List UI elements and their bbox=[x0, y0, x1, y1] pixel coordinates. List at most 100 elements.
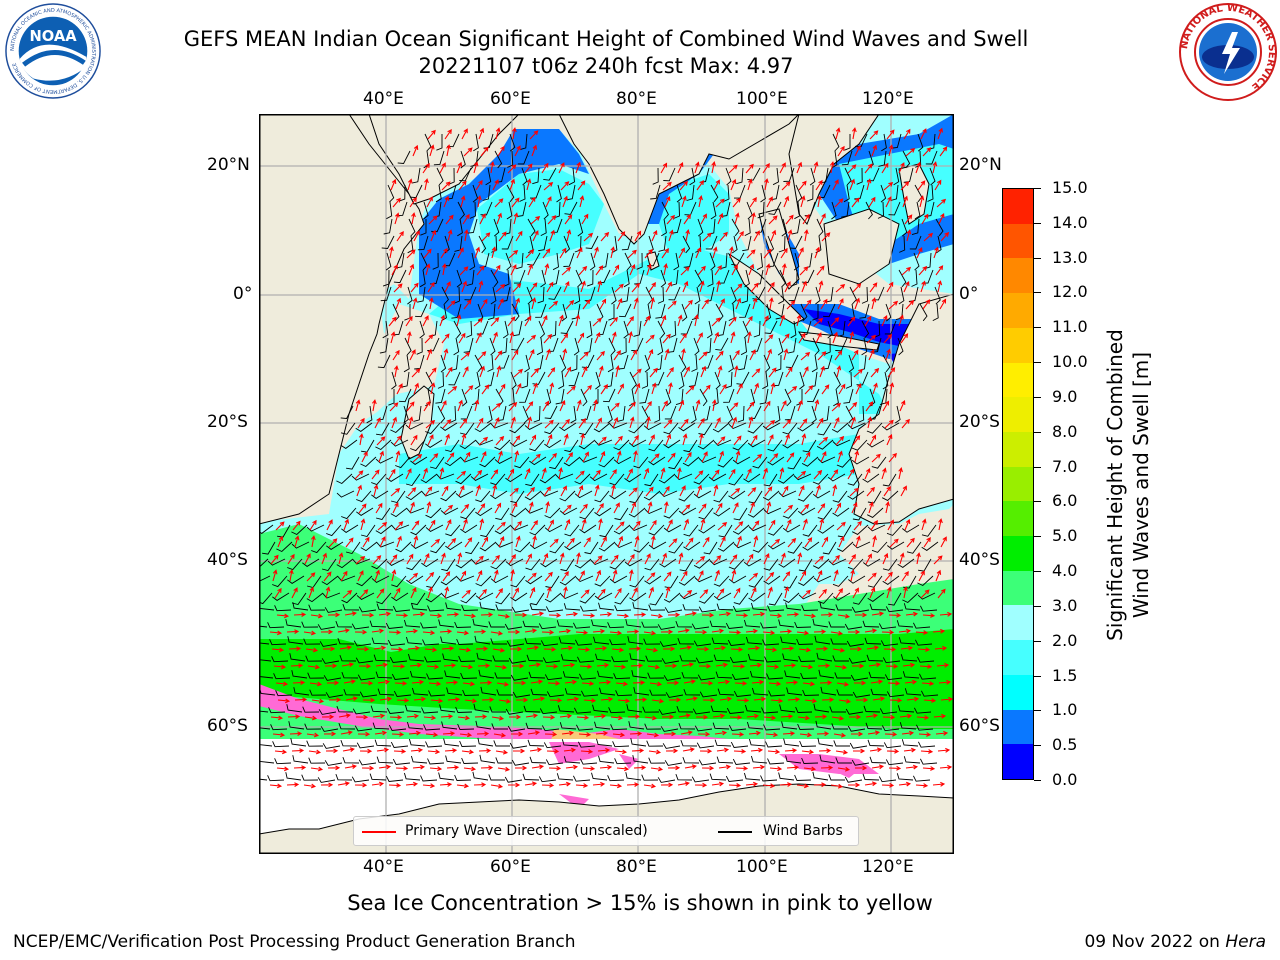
wave-direction-arrow bbox=[728, 316, 737, 327]
wind-barb bbox=[932, 303, 939, 322]
wind-barb bbox=[428, 690, 446, 697]
wind-barb bbox=[560, 320, 574, 334]
wave-direction-arrow bbox=[599, 298, 607, 310]
wind-barb bbox=[322, 592, 341, 599]
colorbar-segment bbox=[1003, 536, 1033, 571]
wave-direction-arrow bbox=[440, 400, 447, 412]
wind-barb bbox=[732, 605, 751, 612]
colorbar-label: 14.0 bbox=[1052, 212, 1088, 232]
wave-direction-arrow bbox=[663, 731, 677, 737]
wave-direction-arrow bbox=[548, 765, 562, 771]
wave-direction-arrow bbox=[750, 434, 758, 446]
wave-direction-arrow bbox=[558, 314, 564, 327]
wind-barb bbox=[642, 706, 660, 713]
wave-direction-arrow bbox=[481, 536, 489, 548]
wind-barb bbox=[381, 235, 395, 249]
wind-barb bbox=[360, 541, 378, 552]
wave-direction-arrow bbox=[546, 281, 554, 293]
wind-barb bbox=[890, 184, 899, 201]
wave-direction-arrow bbox=[678, 399, 685, 412]
wave-direction-arrow bbox=[338, 552, 344, 565]
wave-direction-arrow bbox=[458, 647, 472, 653]
wave-direction-arrow bbox=[866, 334, 877, 344]
wave-direction-arrow bbox=[458, 484, 465, 497]
wave-direction-arrow bbox=[865, 553, 872, 565]
wind-barb bbox=[527, 252, 541, 266]
wave-direction-arrow bbox=[729, 554, 738, 565]
wind-barb bbox=[714, 371, 721, 390]
wind-barb bbox=[489, 706, 506, 713]
wind-barb bbox=[495, 507, 510, 521]
wave-direction-arrow bbox=[643, 630, 657, 636]
wave-direction-arrow bbox=[645, 647, 659, 653]
wave-direction-arrow bbox=[612, 569, 618, 582]
wave-direction-arrow bbox=[784, 586, 790, 599]
wind-barb bbox=[828, 558, 847, 566]
footer-credit: NCEP/EMC/Verification Post Processing Pr… bbox=[13, 932, 576, 952]
wind-barb bbox=[877, 201, 884, 219]
wave-direction-arrow bbox=[813, 318, 824, 327]
wind-barb bbox=[611, 235, 618, 254]
wave-direction-arrow bbox=[785, 366, 793, 378]
wind-barb bbox=[598, 456, 615, 468]
wind-barb bbox=[679, 592, 698, 600]
wind-barb bbox=[391, 371, 397, 390]
wave-direction-arrow bbox=[678, 247, 685, 259]
wave-direction-arrow bbox=[277, 535, 284, 548]
wind-barb bbox=[764, 656, 782, 663]
wave-direction-arrow bbox=[362, 697, 376, 703]
wave-direction-arrow bbox=[456, 783, 470, 789]
wave-direction-arrow bbox=[490, 317, 500, 327]
wind-barb bbox=[728, 490, 746, 500]
wave-direction-arrow bbox=[864, 467, 871, 480]
wind-barb bbox=[507, 150, 514, 168]
wave-direction-arrow bbox=[579, 503, 588, 514]
wind-barb bbox=[766, 673, 784, 680]
wave-direction-arrow bbox=[408, 572, 419, 582]
wind-barb bbox=[682, 756, 700, 764]
wind-barb bbox=[411, 592, 426, 606]
wave-direction-arrow bbox=[935, 730, 949, 736]
wave-direction-arrow bbox=[580, 749, 594, 754]
wave-direction-arrow bbox=[819, 213, 826, 225]
wind-barb bbox=[650, 184, 661, 200]
wave-direction-arrow bbox=[446, 612, 460, 617]
wind-barb bbox=[629, 371, 637, 390]
wave-direction-arrow bbox=[869, 434, 877, 446]
wave-direction-arrow bbox=[830, 630, 844, 636]
wind-barb bbox=[851, 456, 870, 465]
wave-direction-arrow bbox=[456, 470, 467, 480]
wind-barb bbox=[935, 218, 944, 237]
wind-barb bbox=[614, 507, 629, 521]
wave-direction-arrow bbox=[286, 782, 300, 787]
wind-barb bbox=[782, 524, 801, 533]
wind-barb bbox=[633, 687, 650, 696]
wave-direction-arrow bbox=[343, 679, 356, 685]
wind-barb bbox=[862, 620, 880, 628]
wave-direction-arrow bbox=[566, 537, 575, 548]
wave-direction-arrow bbox=[600, 384, 608, 395]
wind-barb bbox=[643, 422, 662, 431]
colorbar-segment bbox=[1003, 258, 1033, 294]
wave-direction-arrow bbox=[544, 419, 554, 429]
wave-direction-arrow bbox=[530, 216, 541, 225]
wind-barb bbox=[783, 575, 798, 589]
wave-direction-arrow bbox=[749, 662, 763, 668]
wind-barb bbox=[747, 167, 761, 181]
wind-barb bbox=[385, 252, 392, 271]
wave-direction-arrow bbox=[699, 589, 709, 599]
wind-barb bbox=[725, 775, 744, 782]
wave-direction-arrow bbox=[695, 556, 706, 565]
wave-direction-arrow bbox=[496, 365, 502, 378]
wave-direction-arrow bbox=[660, 629, 674, 635]
wave-direction-arrow bbox=[391, 569, 397, 582]
wave-direction-arrow bbox=[668, 697, 682, 703]
wave-direction-arrow bbox=[733, 283, 743, 293]
wind-barb bbox=[681, 671, 699, 679]
wave-direction-arrow bbox=[476, 265, 485, 276]
wind-barb bbox=[517, 150, 530, 165]
wind-barb bbox=[777, 473, 795, 484]
wind-barb bbox=[420, 219, 427, 236]
wind-barb bbox=[778, 286, 785, 305]
wave-direction-arrow bbox=[379, 536, 386, 548]
